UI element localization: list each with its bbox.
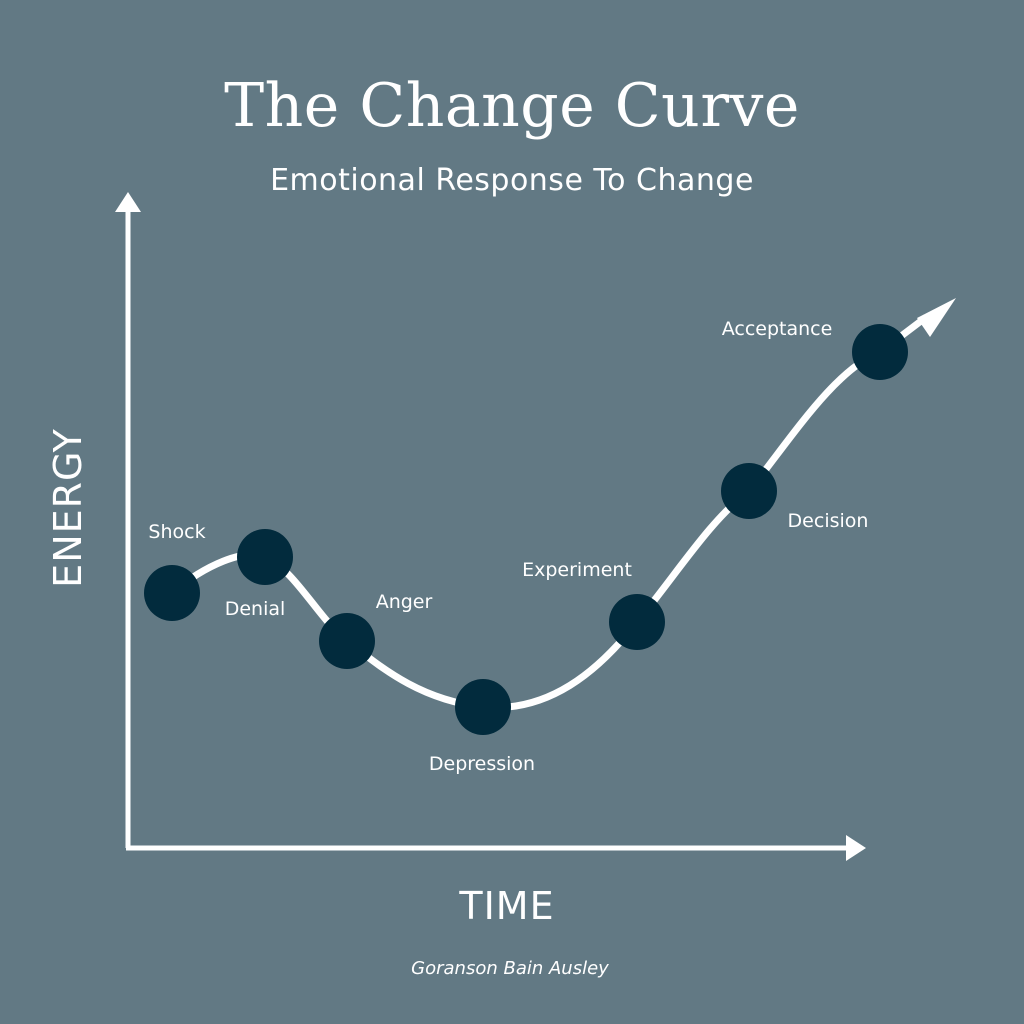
page-title: The Change Curve (224, 71, 800, 141)
stage-label-depression: Depression (428, 753, 536, 775)
stage-node-acceptance (852, 324, 908, 380)
y-axis-arrow-icon (115, 192, 141, 212)
stage-node-anger (319, 613, 375, 669)
stage-node-decision (721, 463, 777, 519)
stage-node-shock (144, 565, 200, 621)
curve-arrow-icon (917, 298, 956, 337)
stage-label-anger: Anger (375, 591, 433, 613)
y-axis-label: ENERGY (46, 428, 90, 588)
stage-label-decision: Decision (787, 510, 869, 532)
x-axis-label: TIME (459, 884, 555, 928)
x-axis-arrow-icon (846, 835, 866, 861)
stage-node-denial (237, 529, 293, 585)
credit-text: Goranson Bain Ausley (411, 958, 609, 979)
stage-label-experiment: Experiment (522, 559, 632, 581)
page-subtitle: Emotional Response To Change (270, 163, 754, 198)
stage-node-experiment (609, 594, 665, 650)
stage-label-shock: Shock (148, 521, 206, 543)
stage-node-depression (455, 679, 511, 735)
stage-label-acceptance: Acceptance (721, 318, 833, 340)
stage-label-denial: Denial (224, 598, 286, 620)
